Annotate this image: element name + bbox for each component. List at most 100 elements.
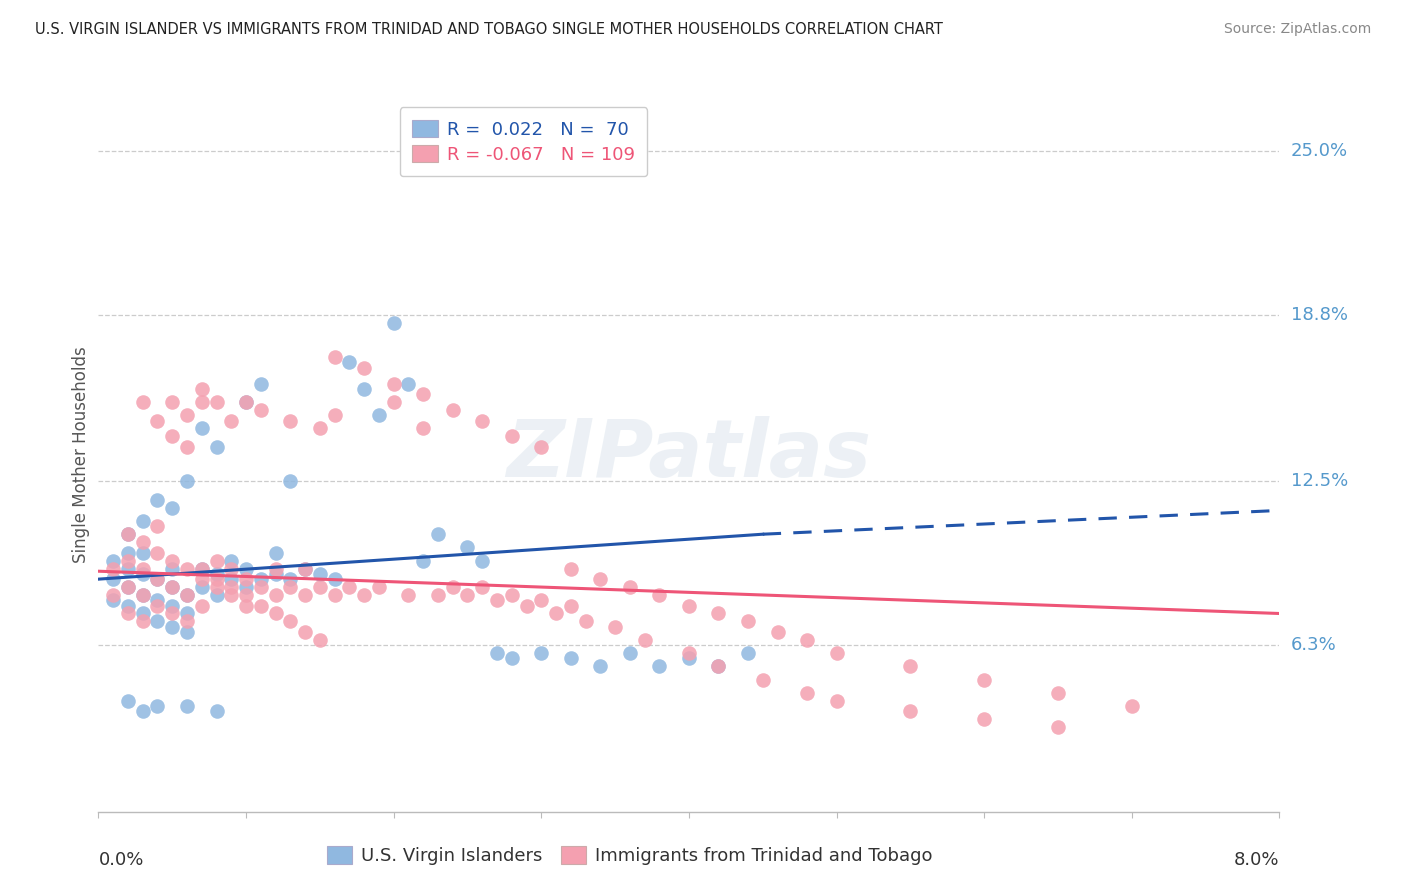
Point	[132, 395, 155, 409]
Point	[382, 376, 405, 391]
Point	[1121, 698, 1143, 713]
Point	[471, 580, 494, 594]
Point	[707, 659, 730, 673]
Point	[117, 694, 139, 708]
Point	[412, 387, 434, 401]
Point	[707, 607, 730, 621]
Legend: U.S. Virgin Islanders, Immigrants from Trinidad and Tobago: U.S. Virgin Islanders, Immigrants from T…	[318, 838, 942, 874]
Point	[146, 572, 169, 586]
Point	[737, 646, 759, 660]
Point	[219, 572, 242, 586]
Point	[278, 475, 301, 489]
Point	[219, 561, 242, 575]
Point	[530, 440, 553, 454]
Point	[441, 403, 464, 417]
Point	[825, 646, 848, 660]
Point	[337, 355, 360, 369]
Point	[530, 593, 553, 607]
Point	[471, 413, 494, 427]
Point	[205, 572, 228, 586]
Point	[162, 620, 183, 634]
Point	[205, 554, 228, 568]
Point	[132, 514, 155, 528]
Point	[117, 580, 139, 594]
Point	[176, 607, 198, 621]
Point	[605, 620, 627, 634]
Point	[235, 395, 257, 409]
Point	[162, 599, 183, 613]
Point	[117, 580, 139, 594]
Point	[205, 566, 228, 581]
Point	[146, 413, 169, 427]
Point	[898, 704, 921, 718]
Point	[294, 561, 316, 575]
Point	[205, 704, 228, 718]
Point	[162, 395, 183, 409]
Point	[264, 546, 287, 560]
Point	[191, 395, 214, 409]
Point	[367, 409, 389, 423]
Point	[337, 580, 360, 594]
Text: 18.8%: 18.8%	[1291, 306, 1347, 324]
Point	[589, 572, 612, 586]
Point	[353, 382, 375, 396]
Point	[796, 632, 818, 647]
Point	[162, 580, 183, 594]
Text: 8.0%: 8.0%	[1234, 851, 1279, 869]
Point	[205, 580, 228, 594]
Text: U.S. VIRGIN ISLANDER VS IMMIGRANTS FROM TRINIDAD AND TOBAGO SINGLE MOTHER HOUSEH: U.S. VIRGIN ISLANDER VS IMMIGRANTS FROM …	[35, 22, 943, 37]
Point	[278, 572, 301, 586]
Point	[176, 440, 198, 454]
Point	[103, 588, 124, 602]
Point	[162, 607, 183, 621]
Text: 12.5%: 12.5%	[1291, 473, 1348, 491]
Text: 0.0%: 0.0%	[98, 851, 143, 869]
Point	[560, 599, 582, 613]
Point	[308, 421, 332, 435]
Point	[530, 646, 553, 660]
Point	[117, 527, 139, 541]
Point	[308, 566, 332, 581]
Point	[515, 599, 537, 613]
Point	[264, 561, 287, 575]
Point	[250, 599, 273, 613]
Point	[103, 554, 124, 568]
Point	[146, 546, 169, 560]
Point	[146, 593, 169, 607]
Point	[678, 599, 700, 613]
Point	[308, 580, 332, 594]
Point	[205, 588, 228, 602]
Point	[633, 632, 655, 647]
Point	[103, 561, 124, 575]
Point	[176, 698, 198, 713]
Point	[191, 561, 214, 575]
Point	[191, 561, 214, 575]
Point	[117, 527, 139, 541]
Point	[191, 572, 214, 586]
Point	[132, 588, 155, 602]
Point	[176, 615, 198, 629]
Point	[619, 646, 641, 660]
Point	[117, 546, 139, 560]
Point	[219, 413, 242, 427]
Point	[162, 554, 183, 568]
Point	[132, 546, 155, 560]
Point	[278, 580, 301, 594]
Point	[278, 413, 301, 427]
Point	[382, 395, 405, 409]
Point	[219, 588, 242, 602]
Point	[323, 409, 346, 423]
Point	[205, 395, 228, 409]
Point	[103, 593, 124, 607]
Point	[191, 382, 214, 396]
Point	[426, 588, 449, 602]
Point	[117, 599, 139, 613]
Point	[396, 376, 419, 391]
Point	[132, 607, 155, 621]
Point	[162, 580, 183, 594]
Point	[308, 632, 332, 647]
Point	[176, 475, 198, 489]
Point	[323, 588, 346, 602]
Point	[103, 572, 124, 586]
Point	[501, 588, 523, 602]
